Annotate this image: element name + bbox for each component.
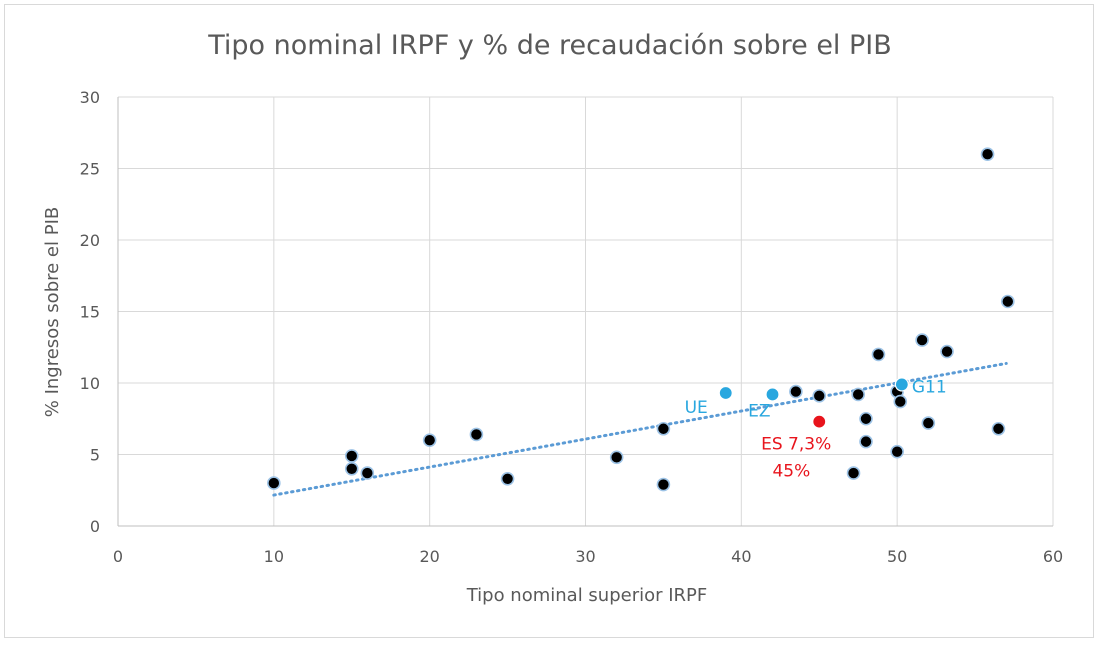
data-points — [268, 148, 1014, 490]
x-tick-label: 20 — [419, 547, 439, 566]
x-tick-label: 40 — [731, 547, 751, 566]
point-label: UE — [685, 398, 708, 418]
data-point — [992, 423, 1004, 435]
data-point — [611, 451, 623, 463]
data-point — [346, 450, 358, 462]
x-axis-ticks: 0 10 20 30 40 50 60 — [113, 547, 1063, 566]
data-point — [502, 473, 514, 485]
y-tick-label: 5 — [90, 446, 100, 465]
data-point — [424, 434, 436, 446]
x-tick-label: 60 — [1043, 547, 1063, 566]
data-point — [766, 388, 779, 401]
y-tick-label: 10 — [80, 374, 100, 393]
chart-title: Tipo nominal IRPF y % de recaudación sob… — [207, 30, 892, 61]
x-tick-label: 0 — [113, 547, 123, 566]
x-tick-label: 30 — [575, 547, 595, 566]
y-tick-label: 25 — [80, 160, 100, 179]
data-point — [891, 446, 903, 458]
data-point — [361, 467, 373, 479]
x-tick-label: 50 — [887, 547, 907, 566]
data-point — [848, 467, 860, 479]
data-point — [860, 436, 872, 448]
data-point — [657, 423, 669, 435]
data-point — [719, 387, 732, 400]
data-point — [982, 148, 994, 160]
data-point — [895, 378, 908, 391]
point-label: ES 7,3% — [761, 435, 831, 455]
data-point — [860, 413, 872, 425]
y-tick-label: 15 — [80, 303, 100, 322]
y-axis-title: % Ingresos sobre el PIB — [42, 207, 63, 417]
point-label: 45% — [772, 462, 810, 482]
y-tick-label: 20 — [80, 231, 100, 250]
data-point — [813, 415, 826, 428]
y-tick-label: 0 — [90, 517, 100, 536]
data-point — [346, 463, 358, 475]
data-point — [1002, 295, 1014, 307]
data-point — [268, 477, 280, 489]
point-label: G11 — [912, 377, 947, 397]
x-axis-title: Tipo nominal superior IRPF — [466, 585, 708, 606]
data-point — [916, 334, 928, 346]
data-point — [922, 417, 934, 429]
data-point — [872, 348, 884, 360]
data-point — [813, 390, 825, 402]
data-point — [790, 386, 802, 398]
point-label: EZ — [748, 401, 770, 421]
scatter-chart: 0 10 20 30 40 50 60 0 5 10 15 20 25 30 UE EZ G11 ES 7,3… — [0, 0, 1100, 645]
y-tick-label: 30 — [80, 88, 100, 107]
data-point — [941, 346, 953, 358]
x-tick-label: 10 — [264, 547, 284, 566]
data-point — [894, 396, 906, 408]
data-point — [470, 428, 482, 440]
grid-lines — [118, 97, 1053, 526]
data-point — [852, 388, 864, 400]
y-axis-ticks: 0 5 10 15 20 25 30 — [80, 88, 100, 536]
data-point — [657, 479, 669, 491]
